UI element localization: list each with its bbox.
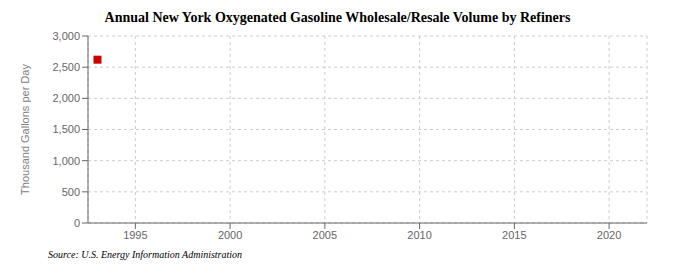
svg-text:Thousand Gallons per Day: Thousand Gallons per Day [19, 64, 31, 195]
svg-text:2,000: 2,000 [52, 92, 80, 104]
svg-text:2015: 2015 [502, 229, 526, 241]
html-text:Source: U.S. Energy Informatio: Source: U.S. Energy Information Administ… [48, 249, 243, 260]
html-text:Annual New York Oxygenated Gas: Annual New York Oxygenated Gasoline Whol… [104, 10, 571, 25]
svg-text:1,500: 1,500 [52, 123, 80, 135]
svg-text:2000: 2000 [218, 229, 242, 241]
svg-text:2,500: 2,500 [52, 61, 80, 73]
svg-text:1995: 1995 [123, 229, 147, 241]
svg-text:2005: 2005 [313, 229, 337, 241]
svg-text:2020: 2020 [597, 229, 621, 241]
svg-text:2010: 2010 [407, 229, 431, 241]
svg-text:3,000: 3,000 [52, 30, 80, 42]
svg-text:0: 0 [74, 217, 80, 229]
svg-text:500: 500 [62, 186, 80, 198]
svg-text:1,000: 1,000 [52, 155, 80, 167]
